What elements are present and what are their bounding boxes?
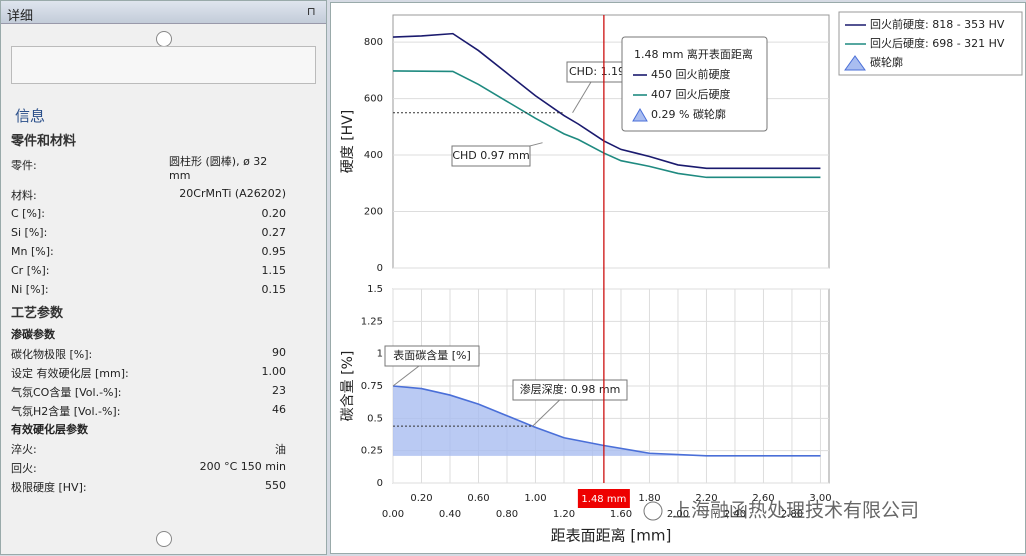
x-axis-label: 距表面距离 [mm] xyxy=(551,527,672,545)
line xyxy=(392,70,821,179)
x-tick-label: 0.80 xyxy=(496,509,518,520)
y-tick-label: 0.75 xyxy=(361,381,383,392)
cursor-label: 1.48 mm xyxy=(581,494,626,505)
x-tick-label: 1.60 xyxy=(610,509,632,520)
y-tick-label: 200 xyxy=(364,207,383,218)
prop-label: Ni [%]: xyxy=(11,283,49,296)
prop-label: Cr [%]: xyxy=(11,264,50,277)
line xyxy=(392,32,821,170)
annotation-box xyxy=(512,379,628,401)
prop-value: 1.15 xyxy=(261,264,287,277)
x-tick-label: 0.40 xyxy=(439,509,461,520)
prop-label: 极限硬度 [HV]: xyxy=(11,481,87,494)
annotation: 渗层深度: 0.98 mm xyxy=(520,382,621,396)
annotation-box xyxy=(384,345,480,367)
x-tick-label: 0.00 xyxy=(382,509,404,520)
prop-value: 0.27 xyxy=(261,226,287,239)
x-tick-label: 2.00 xyxy=(667,509,689,520)
y-tick-label: 1.25 xyxy=(361,316,383,327)
section: 零件和材料 xyxy=(11,134,77,149)
prop-label: 零件: xyxy=(11,159,37,172)
x-tick-label: 0.20 xyxy=(410,493,432,504)
subsection: 渗碳参数 xyxy=(11,328,55,341)
y-tick-label: 600 xyxy=(364,94,383,105)
prop-value: 0.95 xyxy=(261,245,287,258)
y-tick-label: 1.5 xyxy=(367,284,383,295)
legend xyxy=(838,11,1023,76)
prop-label: 回火: xyxy=(11,462,37,475)
tooltip-swatch xyxy=(632,108,648,122)
legend-label: 回火后硬度: 698 - 321 HV xyxy=(870,36,1005,50)
y-tick-label: 0 xyxy=(377,263,383,274)
y-tick-label: 0.5 xyxy=(367,413,383,424)
y-tick-label: 0 xyxy=(377,478,383,489)
prop-value: 1.00 xyxy=(261,365,287,378)
x-tick-label: 2.80 xyxy=(781,509,803,520)
y-tick-label: 400 xyxy=(364,150,383,161)
prop-value: 0.20 xyxy=(261,207,287,220)
cursor-label-box xyxy=(577,489,630,508)
legend-swatch xyxy=(844,55,866,71)
area xyxy=(393,386,821,456)
panel-title: 详细 xyxy=(7,9,34,24)
dropdown[interactable] xyxy=(11,46,316,84)
subsection: 有效硬化层参数 xyxy=(11,423,88,436)
tooltip-title: 1.48 mm 离开表面距离 xyxy=(634,47,753,61)
prop-label: C [%]: xyxy=(11,207,45,220)
prop-label: Si [%]: xyxy=(11,226,48,239)
prop-value: 550 xyxy=(265,479,286,492)
tooltip-item: 407 回火后硬度 xyxy=(651,87,731,101)
pin[interactable]: ⊓ xyxy=(307,5,316,18)
tooltip-item: 450 回火前硬度 xyxy=(651,67,731,81)
details-panel: 详细 ⊓ 信息 零件和材料 零件: 圆柱形 (圆棒), ø 32 mm 材料: 20C… xyxy=(0,0,327,555)
y-tick-label: 0.25 xyxy=(361,446,383,457)
x-tick-label: 1.80 xyxy=(638,493,660,504)
info-heading: 信息 xyxy=(15,107,46,125)
annotation: CHD: 1.19 xyxy=(569,65,625,78)
legend-label: 碳轮廓 xyxy=(870,55,903,69)
x-tick-label: 3.00 xyxy=(809,493,831,504)
tooltip-item: 0.29 % 碳轮廓 xyxy=(651,107,726,121)
y-axis-label: 硬度 [HV] xyxy=(340,110,356,173)
prop-label: 气氛CO含量 [Vol.-%]: xyxy=(11,386,122,399)
x-tick-label: 2.60 xyxy=(752,493,774,504)
x-tick-label: 2.20 xyxy=(695,493,717,504)
panel-header: 详细 ⊓ xyxy=(1,1,326,24)
prop-value: 200 °C 150 min xyxy=(199,460,286,473)
scroll-down[interactable] xyxy=(156,531,172,547)
prop-value: 23 xyxy=(272,384,286,397)
prop-label: Mn [%]: xyxy=(11,245,54,258)
legend-label: 回火前硬度: 818 - 353 HV xyxy=(870,17,1005,31)
prop-label: 气氛H2含量 [Vol.-%]: xyxy=(11,405,121,418)
watermark: 上海融函热处理技术有限公司 xyxy=(672,500,919,522)
x-tick-label: 1.00 xyxy=(524,493,546,504)
y-tick-label: 1 xyxy=(377,349,383,360)
line xyxy=(392,385,821,457)
prop-value: 46 xyxy=(272,403,286,416)
prop-value: 0.15 xyxy=(261,283,287,296)
prop-value: 油 xyxy=(275,443,286,456)
tooltip xyxy=(621,36,768,132)
prop-value: 20CrMnTi (A26202) xyxy=(179,187,286,200)
y-tick-label: 800 xyxy=(364,37,383,48)
scroll-up[interactable] xyxy=(156,31,172,47)
section: 工艺参数 xyxy=(11,306,64,321)
prop-label: 碳化物极限 [%]: xyxy=(11,348,93,361)
y-axis-label: 碳含量 [%] xyxy=(340,351,356,422)
annotation-box xyxy=(451,145,531,167)
x-tick-label: 1.20 xyxy=(553,509,575,520)
annotation: CHD 0.97 mm xyxy=(452,149,529,162)
prop-label: 材料: xyxy=(11,189,37,202)
x-tick-label: 2.40 xyxy=(724,509,746,520)
prop-label: 淬火: xyxy=(11,443,37,456)
watermark-logo xyxy=(643,501,663,521)
charts: 0 200 400 600 800 硬度 [HV] CHD 0.97 mm CHD: 1.19… xyxy=(340,11,1023,545)
prop-label: 设定 有效硬化层 [mm]: xyxy=(11,367,129,380)
annotation: 表面碳含量 [%] xyxy=(393,348,471,362)
x-tick-label: 0.60 xyxy=(467,493,489,504)
prop-value: 90 xyxy=(272,346,286,359)
prop-value: 圆柱形 (圆棒), ø 32 mm xyxy=(169,155,268,182)
